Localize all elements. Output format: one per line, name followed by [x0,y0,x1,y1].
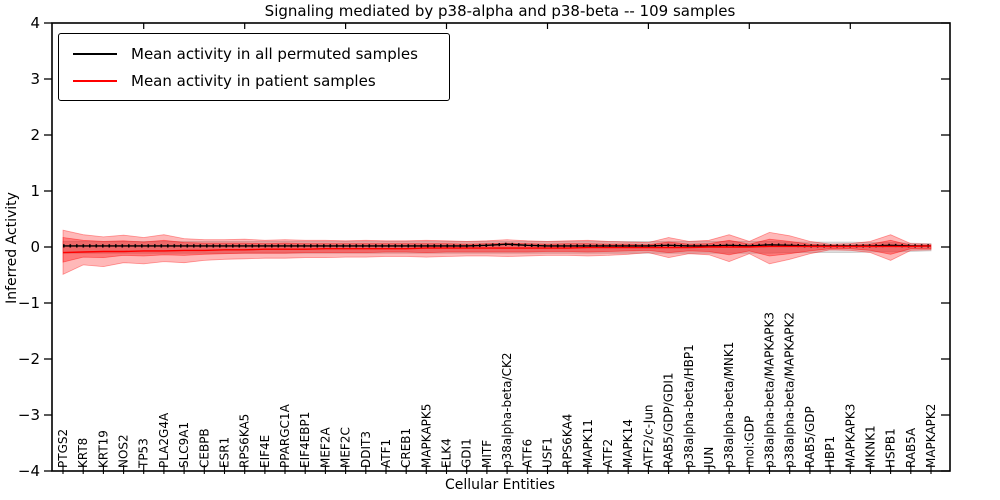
x-tick-label: EIF4E [258,435,272,468]
x-tick-label: MAPKAPK5 [419,404,433,468]
x-tick-label: SLC9A1 [177,422,191,468]
patient-sample-inner-band [62,237,932,263]
legend-label-permuted: Mean activity in all permuted samples [131,44,418,63]
y-tick-label: 2 [30,126,40,144]
x-tick-label: p38alpha-beta/HBP1 [682,344,696,468]
chart-title: Signaling mediated by p38-alpha and p38-… [264,2,736,20]
x-tick-label: PLA2G4A [157,412,171,468]
x-tick-label: RAB5/GDP/GDI1 [662,372,676,468]
x-tick-label: DDIT3 [359,431,373,468]
x-tick-label: JUN [702,447,716,469]
x-tick-label: PTGS2 [56,429,70,468]
y-tick-label: 1 [30,182,40,200]
y-tick-label: −2 [18,350,40,368]
x-tick-label: HBP1 [823,436,837,468]
x-tick-label: KRT8 [76,438,90,468]
x-tick-label: MAPK14 [621,419,635,468]
x-tick-label: p38alpha-beta/MAPKAPK3 [763,312,777,468]
y-tick-label: −4 [18,462,40,480]
x-tick-label: ATF2/c-Jun [641,404,655,468]
x-tick-label: RAB5A [904,427,918,468]
x-tick-label: MAPK11 [581,419,595,468]
y-tick-label: 3 [30,70,40,88]
x-tick-label: MEF2A [318,427,332,468]
y-tick-label: −3 [18,406,40,424]
x-tick-label: TP53 [137,438,151,469]
x-tick-label: EIF4EBP1 [298,412,312,468]
x-tick-label: MAPKAPK3 [843,404,857,468]
y-tick-label: 4 [30,14,40,32]
x-tick-label: RPS6KA4 [561,414,575,468]
x-tick-label: ATF1 [379,439,393,468]
x-tick-label: mol:GDP [742,416,756,468]
legend-entry-patient: Mean activity in patient samples [73,67,439,94]
x-tick-label: p38alpha-beta/MNK1 [722,342,736,468]
x-tick-label: GDI1 [460,438,474,468]
x-tick-label: MKNK1 [863,425,877,468]
permuted-line-swatch [73,52,117,55]
patient-mean-line [62,245,932,254]
y-tick-label: 0 [30,238,40,256]
x-tick-label: CEBPB [197,428,211,468]
x-tick-label: ATF2 [601,439,615,468]
x-tick-label: NOS2 [117,434,131,468]
x-tick-label: CREB1 [399,428,413,468]
x-tick-label: USF1 [541,437,555,468]
legend-entry-permuted: Mean activity in all permuted samples [73,40,439,67]
permuted-mean-line [63,243,931,247]
x-tick-label: p38alpha-beta/MAPKAPK2 [783,312,797,468]
x-tick-label: p38alpha-beta/CK2 [500,353,514,468]
x-tick-label: MEF2C [339,427,353,468]
patient-line-swatch [73,79,117,82]
x-tick-label: RPS6KA5 [238,414,252,468]
x-tick-label: ESR1 [218,437,232,468]
x-tick-label: ELK4 [440,438,454,468]
legend: Mean activity in all permuted samples Me… [58,33,450,101]
x-tick-label: MITF [480,440,494,468]
x-tick-label: PPARGC1A [278,403,292,468]
y-axis-title: Inferred Activity [4,192,20,304]
y-tick-label: −1 [18,294,40,312]
x-tick-label: MAPKAPK2 [924,404,938,468]
x-tick-label: ATF6 [520,439,534,468]
x-tick-label: HSPB1 [884,428,898,468]
x-tick-label: KRT19 [96,430,110,468]
x-tick-label: RAB5/GDP [803,406,817,468]
x-axis-title: Cellular Entities [444,477,556,493]
legend-label-patient: Mean activity in patient samples [131,71,376,90]
patient-sample-outer-band [62,229,932,276]
